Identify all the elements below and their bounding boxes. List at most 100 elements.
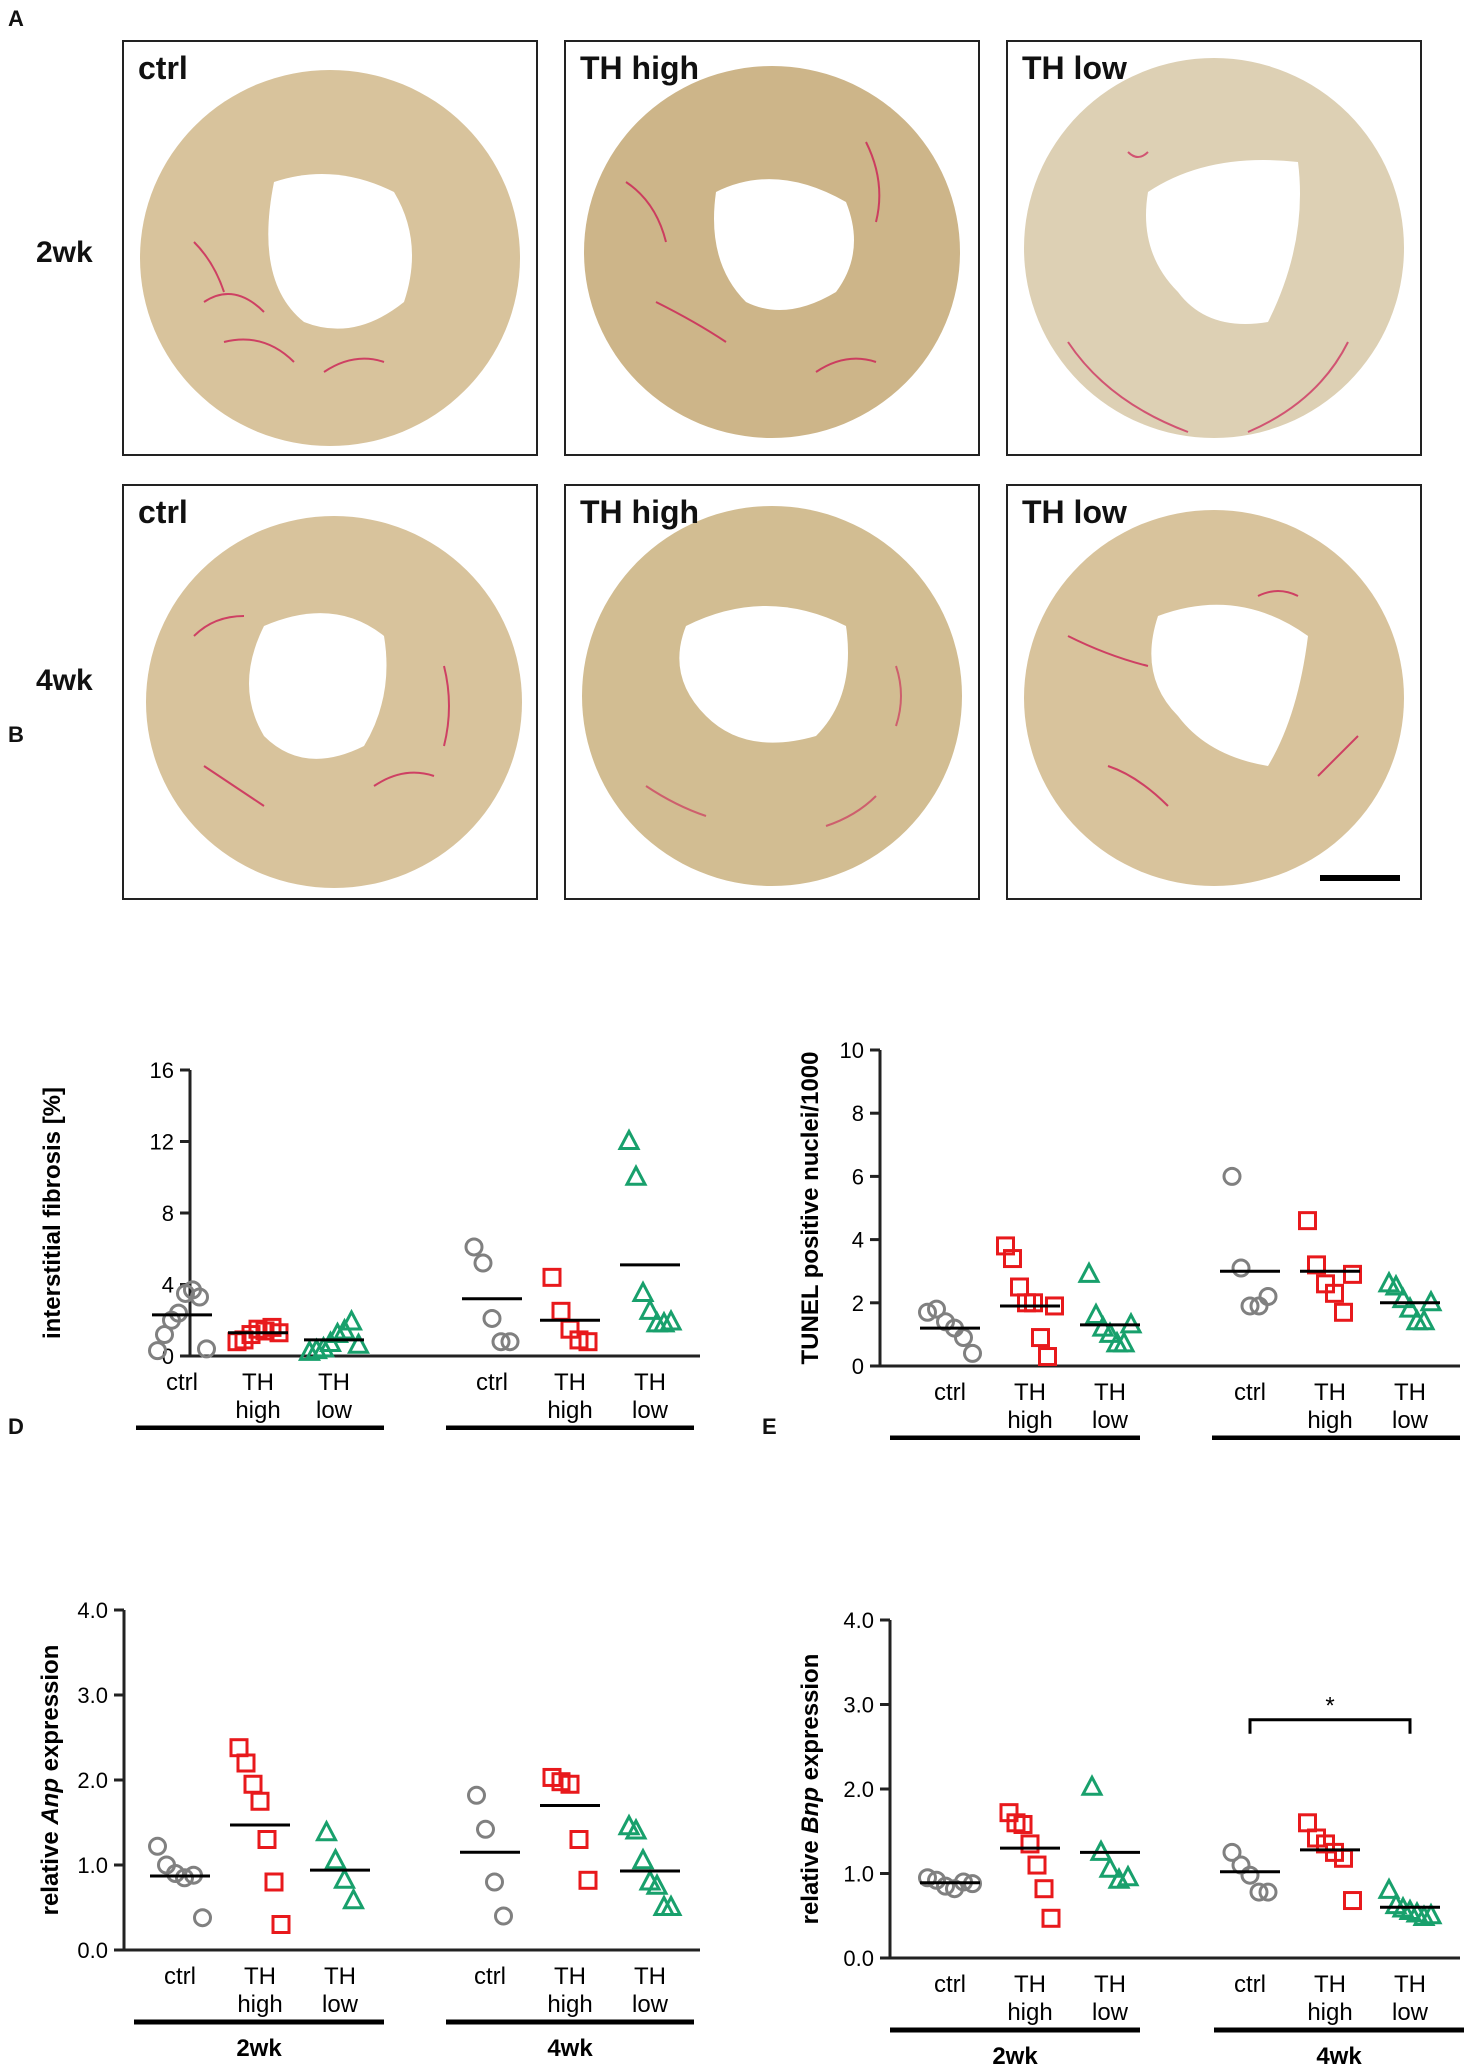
micrograph-label: ctrl — [138, 50, 188, 86]
data-point-4wk-th-high — [1334, 1302, 1353, 1322]
x-tick-label: high — [237, 1991, 282, 2018]
x-tick-label: low — [1092, 1999, 1129, 2026]
x-tick-label: ctrl — [476, 1369, 508, 1396]
x-tick-label: TH — [1394, 1971, 1426, 1998]
period-label-2wk: 2wk — [236, 2035, 282, 2062]
data-point-4wk-th-low — [1412, 1308, 1436, 1331]
data-point-4wk-th-low — [1412, 1904, 1436, 1926]
data-point-2wk-th-low — [298, 1339, 321, 1361]
heart-section-image — [140, 70, 520, 446]
x-tick-label: TH — [318, 1369, 350, 1396]
data-point-4wk-ctrl — [485, 1872, 504, 1892]
data-point-2wk-ctrl — [918, 1302, 937, 1322]
data-point-4wk-th-low — [631, 1847, 655, 1870]
data-point-2wk-ctrl — [148, 1341, 167, 1361]
x-tick-label: TH — [1394, 1379, 1426, 1406]
x-tick-label: low — [632, 1397, 669, 1424]
data-point-2wk-th-low — [315, 1819, 338, 1842]
y-tick-label: 3.0 — [843, 1693, 874, 1718]
data-point-2wk-th-low — [1098, 1321, 1122, 1343]
data-point-4wk-ctrl — [482, 1308, 502, 1328]
data-point-2wk-ctrl — [169, 1303, 188, 1323]
data-point-4wk-th-low — [1398, 1295, 1422, 1318]
data-point-2wk-th-low — [347, 1332, 370, 1354]
x-tick-label: TH — [554, 1369, 586, 1396]
x-tick-label: ctrl — [1234, 1971, 1266, 1998]
data-point-4wk-th-low — [652, 1310, 676, 1333]
data-point-2wk-th-high — [1003, 1249, 1022, 1269]
data-point-2wk-ctrl — [927, 1299, 946, 1319]
data-point-2wk-th-high — [1038, 1347, 1057, 1367]
micrograph-4wk-th-low: TH low — [1006, 484, 1422, 900]
x-tick-label: TH — [1094, 1379, 1126, 1406]
data-point-4wk-th-high — [551, 1301, 571, 1321]
x-tick-label: high — [1007, 1999, 1052, 2026]
x-tick-label: low — [1092, 1407, 1129, 1434]
data-point-2wk-th-low — [1084, 1302, 1108, 1324]
y-tick-label: 0.0 — [843, 1946, 874, 1971]
data-point-4wk-th-high — [542, 1267, 562, 1287]
data-point-4wk-th-low — [617, 1128, 641, 1150]
data-point-4wk-th-low — [1419, 1902, 1443, 1925]
y-tick-label: 12 — [150, 1130, 174, 1155]
data-point-4wk-ctrl — [494, 1906, 513, 1926]
y-tick-label: 8 — [162, 1201, 174, 1226]
y-tick-label: 0 — [852, 1354, 864, 1379]
x-tick-label: TH — [634, 1963, 666, 1990]
data-point-4wk-ctrl — [1231, 1258, 1251, 1278]
y-axis-label: interstitial fibrosis [%] — [39, 1087, 66, 1339]
x-tick-label: high — [235, 1397, 280, 1424]
x-tick-label: TH — [244, 1963, 276, 1990]
micrograph-2wk-ctrl: ctrl — [122, 40, 538, 456]
data-point-4wk-th-high — [1343, 1891, 1362, 1911]
y-tick-label: 16 — [150, 1058, 174, 1083]
micrograph-2wk-th-low: TH low — [1006, 40, 1422, 456]
data-point-2wk-th-low — [324, 1847, 347, 1870]
y-axis-label: TUNEL positive nuclei/1000 — [797, 1052, 824, 1365]
data-point-4wk-th-low — [631, 1280, 655, 1302]
data-point-2wk-th-high — [1027, 1855, 1047, 1875]
panel-letter-d: D — [8, 1414, 24, 1439]
y-tick-label: 4 — [162, 1273, 174, 1298]
heart-section-image — [1024, 58, 1404, 438]
micrograph-4wk-ctrl: ctrl — [122, 484, 538, 900]
y-tick-label: 0.0 — [77, 1938, 108, 1963]
data-point-2wk-ctrl — [954, 1328, 973, 1348]
data-point-4wk-th-low — [1384, 1273, 1408, 1296]
y-tick-label: 8 — [852, 1101, 864, 1126]
data-point-4wk-th-low — [645, 1873, 669, 1895]
data-point-4wk-ctrl — [491, 1332, 511, 1352]
row-label-2wk: 2wk — [36, 236, 93, 269]
data-point-2wk-th-low — [1112, 1330, 1136, 1353]
data-point-4wk-ctrl — [1222, 1842, 1242, 1862]
data-point-4wk-th-high — [560, 1774, 580, 1794]
data-point-2wk-th-low — [340, 1308, 363, 1331]
heart-section-image — [584, 66, 960, 438]
data-point-2wk-th-high — [229, 1738, 249, 1758]
chart-bnp-expression: 0.0 1.0 2.0 3.0 4.0 relative Bnp expression ct… — [797, 1608, 1464, 2067]
y-tick-label: 4.0 — [77, 1600, 108, 1623]
x-tick-label: ctrl — [474, 1963, 506, 1990]
heart-section-image — [146, 516, 522, 888]
data-point-4wk-ctrl — [464, 1237, 484, 1257]
panel-letter-e: E — [762, 1414, 777, 1439]
data-point-2wk-th-high — [1010, 1277, 1029, 1297]
data-point-2wk-th-high — [264, 1872, 284, 1892]
row-label-4wk: 4wk — [36, 664, 93, 697]
data-point-4wk-th-high — [578, 1332, 598, 1352]
data-point-2wk-ctrl — [193, 1908, 212, 1928]
micrograph-label: TH high — [580, 494, 700, 530]
data-point-2wk-th-high — [1024, 1293, 1043, 1313]
period-label-4wk: 4wk — [1316, 2043, 1362, 2067]
data-point-4wk-ctrl — [1240, 1865, 1260, 1885]
x-tick-label: high — [547, 1991, 592, 2018]
x-tick-label: ctrl — [166, 1369, 198, 1396]
y-tick-label: 2.0 — [77, 1768, 108, 1793]
data-point-2wk-th-high — [1041, 1908, 1061, 1928]
x-tick-label: low — [632, 1991, 669, 2018]
y-tick-label: 6 — [852, 1164, 864, 1189]
data-point-4wk-th-high — [1325, 1283, 1344, 1303]
data-point-4wk-th-low — [624, 1164, 648, 1186]
data-point-4wk-th-low — [659, 1894, 683, 1916]
data-point-2wk-ctrl — [197, 1339, 216, 1359]
